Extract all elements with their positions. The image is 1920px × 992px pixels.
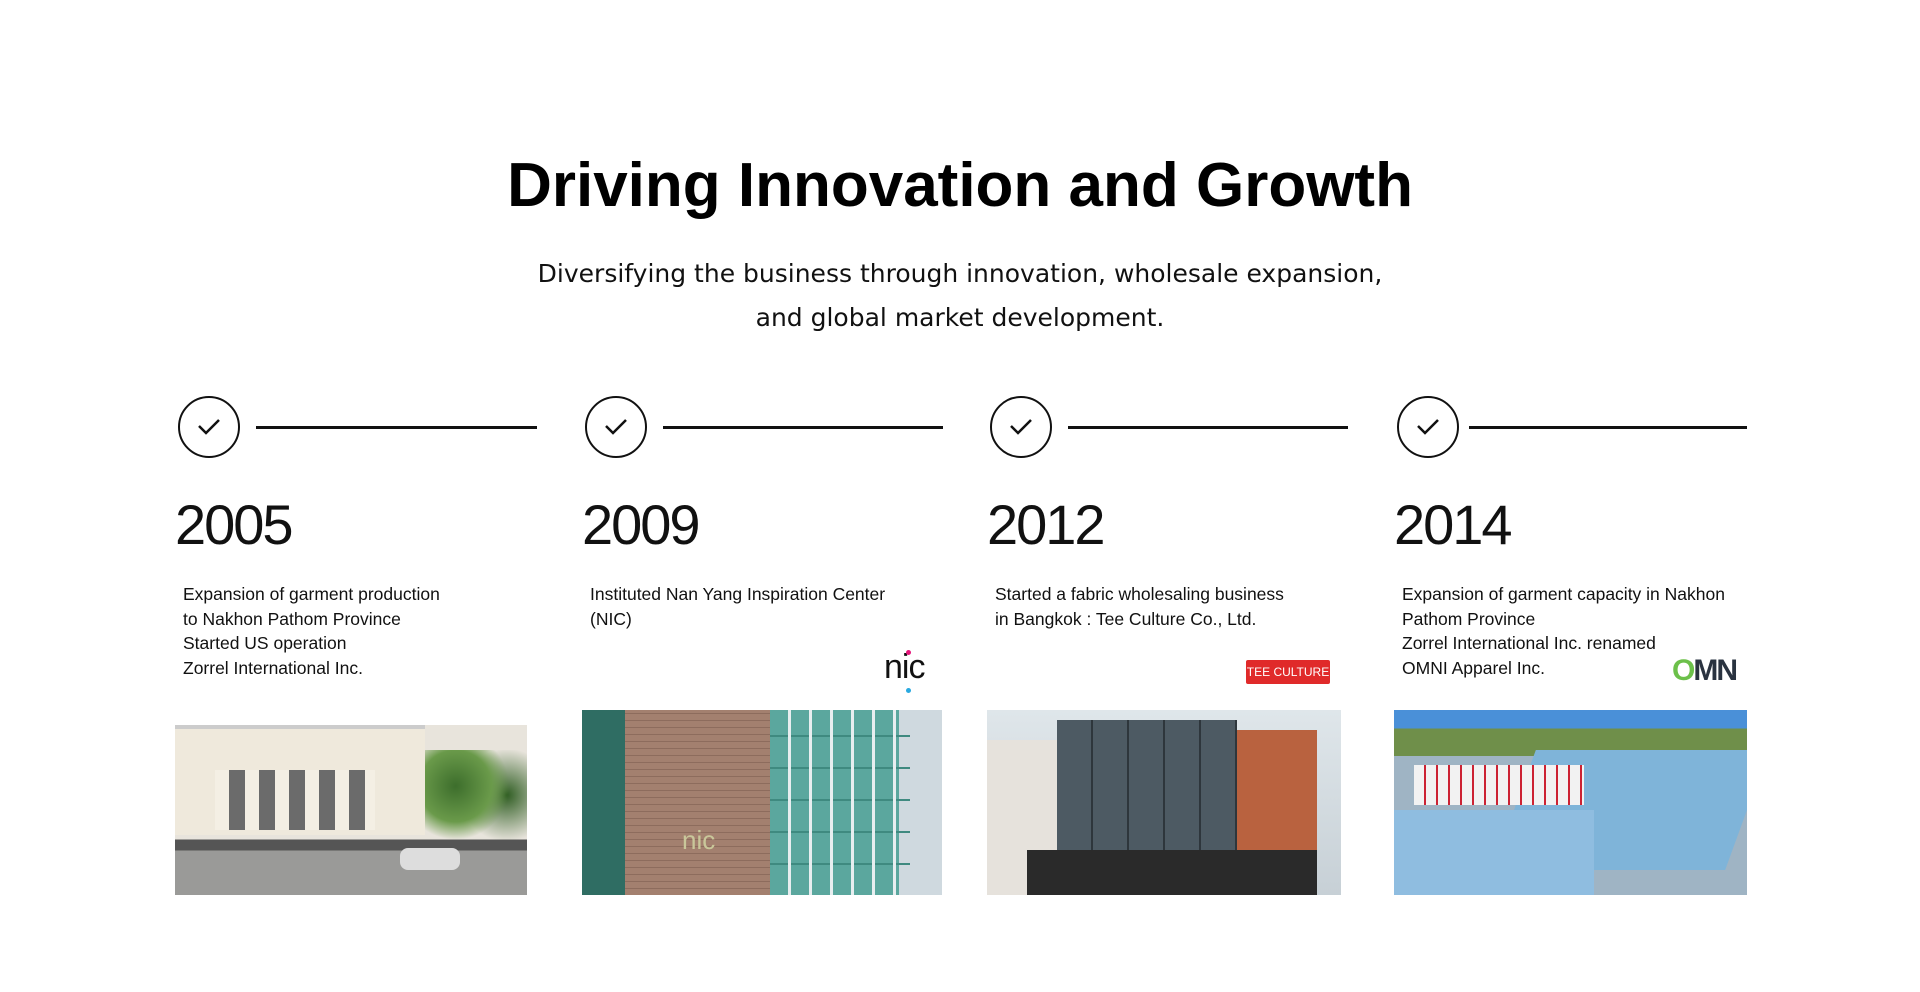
nic-sign: nic [682,825,716,855]
check-circle-icon [990,396,1052,458]
office-building-photo [175,710,527,895]
milestone-year: 2014 [1394,493,1513,556]
milestone-2009: 2009 Instituted Nan Yang Inspiration Cen… [582,396,952,916]
nic-logo: nic [884,648,925,693]
tee-culture-building-photo [987,710,1341,895]
subtitle-line: Diversifying the business through innova… [537,259,1383,288]
milestone-year: 2009 [582,493,701,556]
nic-building-photo: nic [582,710,942,895]
factory-aerial-photo [1394,710,1747,895]
desc-line: Expansion of garment capacity in Nakhon [1402,584,1725,604]
desc-line: Instituted Nan Yang Inspiration Center [590,584,886,604]
milestone-year: 2012 [987,493,1106,556]
timeline-line [1068,426,1348,429]
milestone-2012: 2012 Started a fabric wholesaling busine… [987,396,1357,916]
timeline-line [256,426,537,429]
tee-culture-logo: TEE CULTURE [1246,660,1330,684]
milestone-description: Expansion of garment capacity in Nakhon … [1402,582,1725,680]
milestone-description: Started a fabric wholesaling business in… [995,582,1284,631]
milestone-description: Instituted Nan Yang Inspiration Center (… [590,582,885,631]
desc-line: OMNI Apparel Inc. [1402,657,1545,678]
desc-line: Zorrel International Inc. renamed [1402,633,1656,653]
desc-line: Expansion of garment production [183,584,440,604]
check-circle-icon [1397,396,1459,458]
milestone-2014: 2014 Expansion of garment capacity in Na… [1394,396,1764,916]
check-circle-icon [585,396,647,458]
desc-line: to Nakhon Pathom Province [183,608,401,629]
milestone-2005: 2005 Expansion of garment production to … [175,396,545,916]
desc-line: (NIC) [590,608,632,629]
subtitle-line: and global market development. [755,303,1165,332]
page-subtitle: Diversifying the business through innova… [0,252,1920,340]
timeline-line [1469,426,1747,429]
milestone-year: 2005 [175,493,294,556]
page-title: Driving Innovation and Growth [507,151,1413,220]
desc-line: in Bangkok : Tee Culture Co., Ltd. [995,608,1257,629]
check-circle-icon [178,396,240,458]
timeline-line [663,426,943,429]
omni-logo: OMN [1672,654,1738,687]
desc-line: Pathom Province [1402,608,1536,629]
desc-line: Zorrel International Inc. [183,657,363,678]
desc-line: Started US operation [183,633,347,653]
milestone-description: Expansion of garment production to Nakho… [183,582,440,680]
desc-line: Started a fabric wholesaling business [995,584,1284,604]
